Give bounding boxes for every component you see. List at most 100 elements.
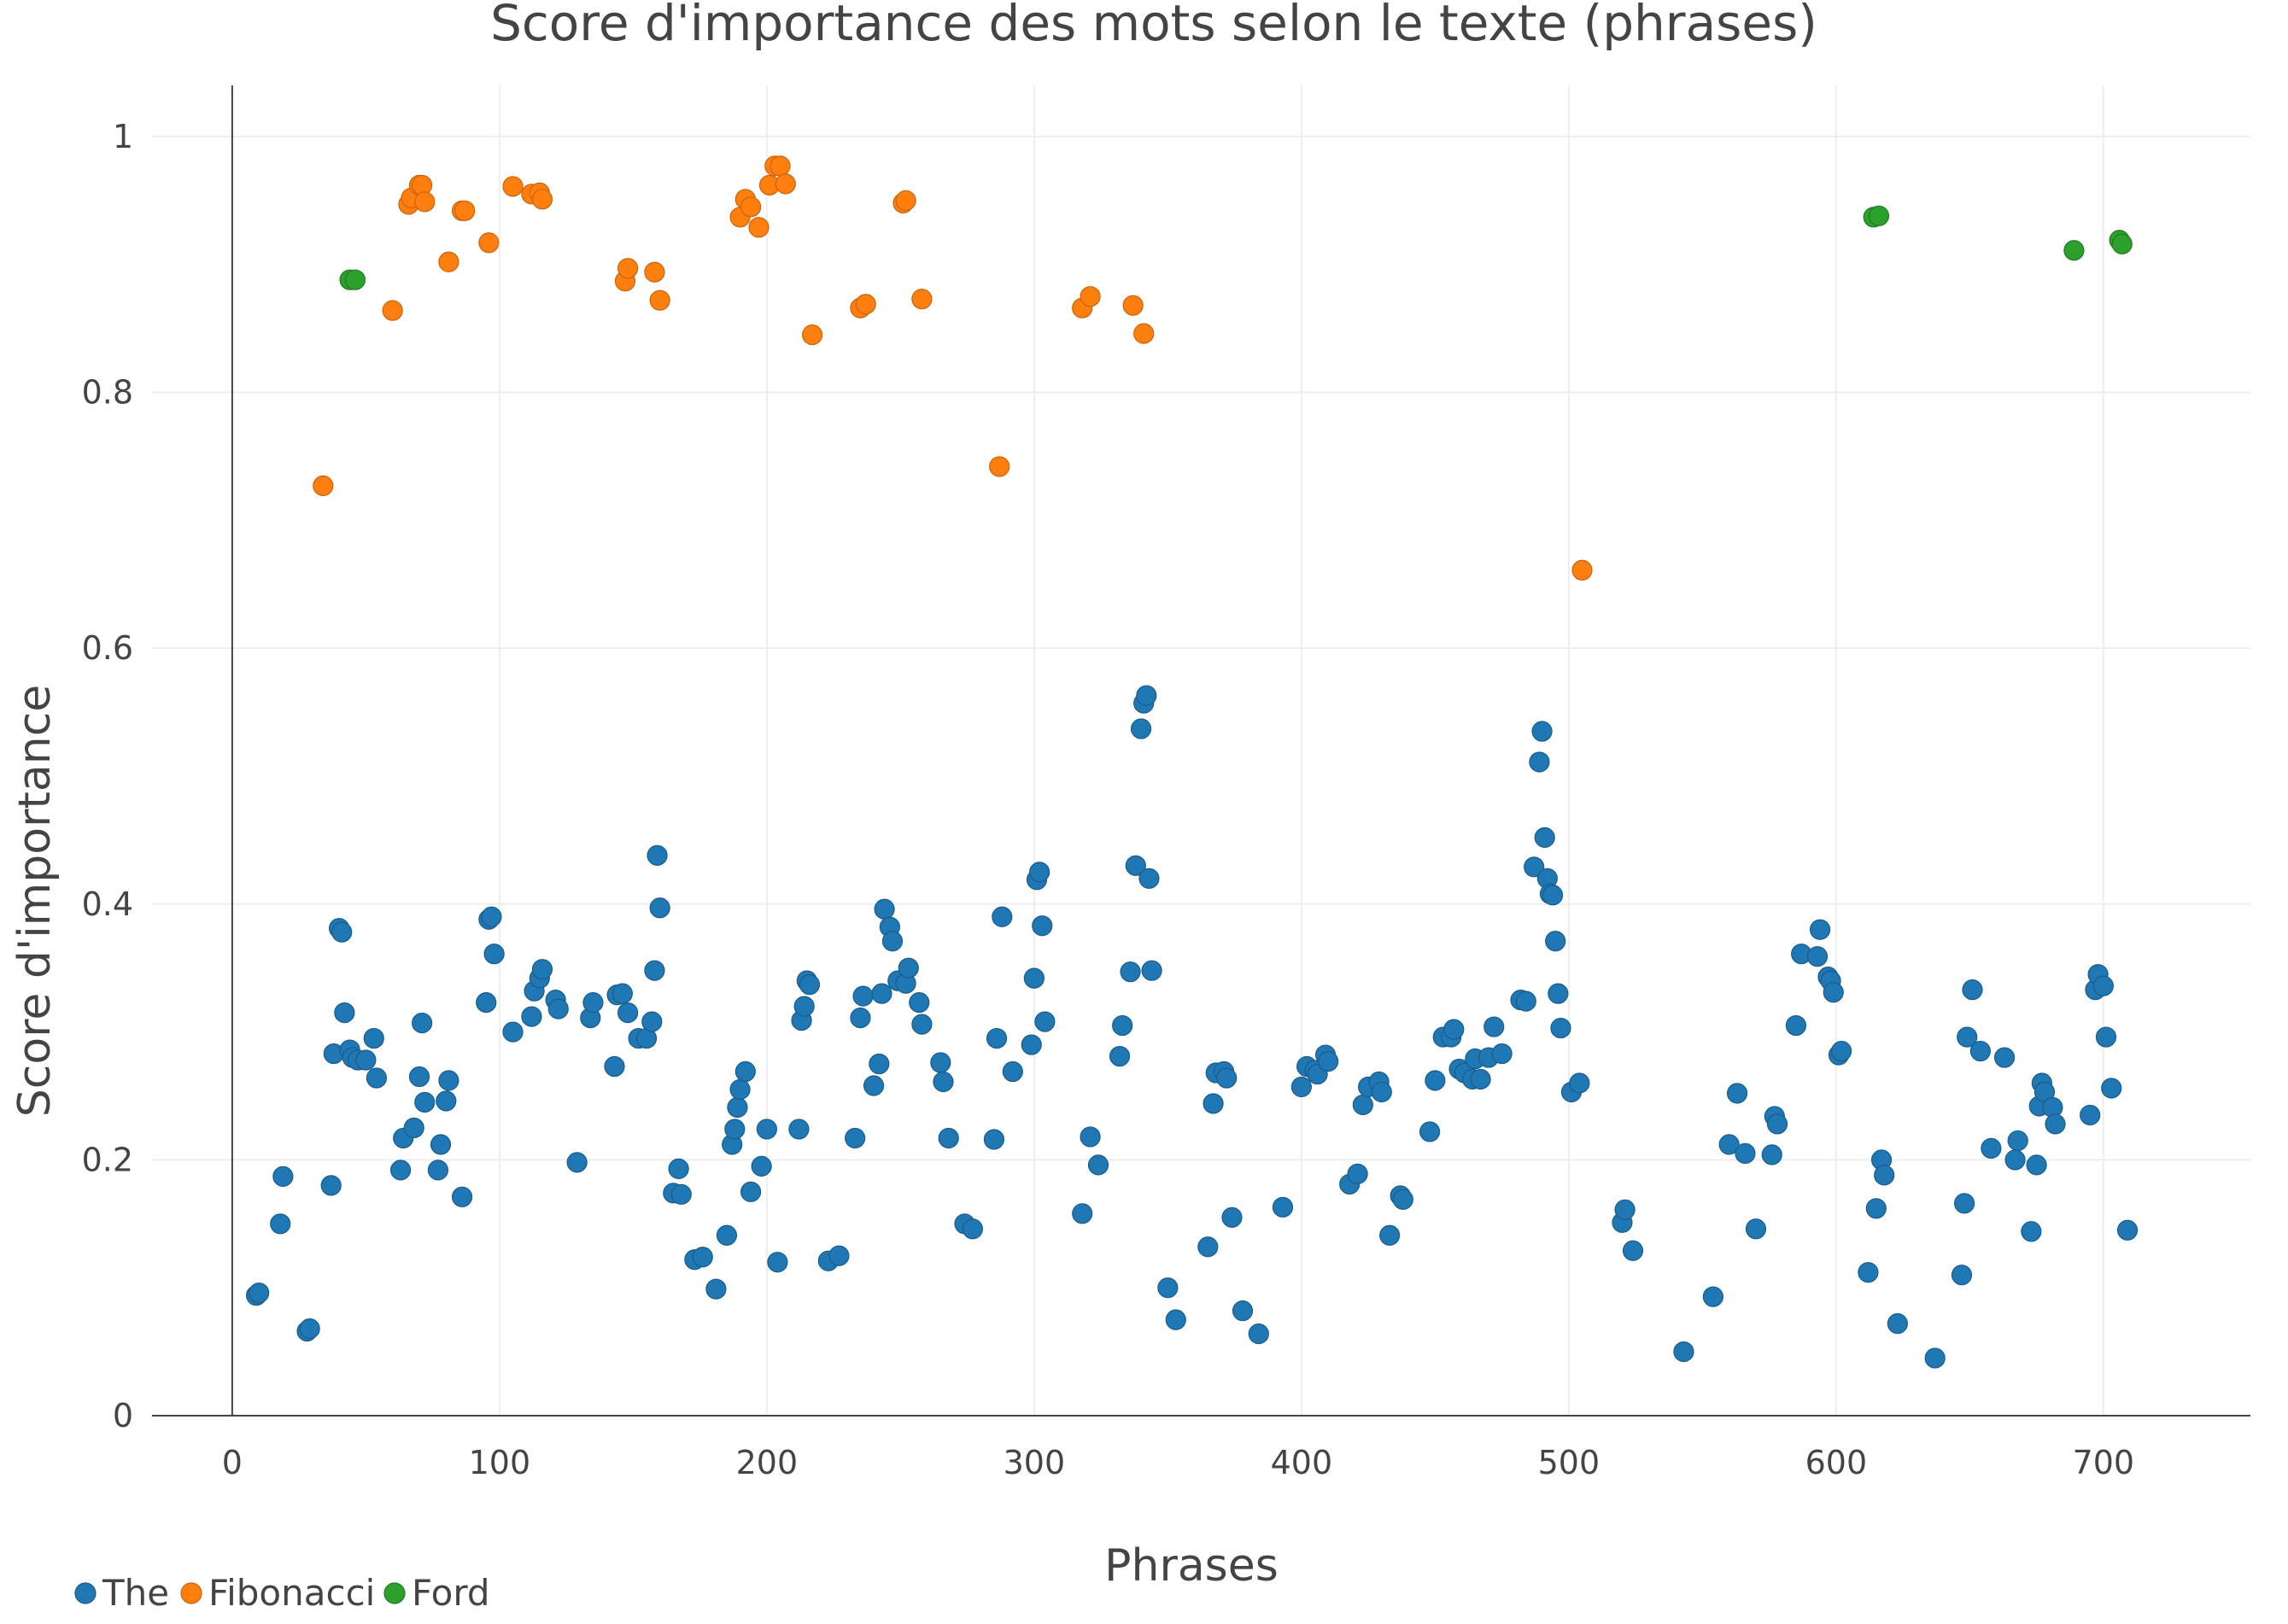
data-point bbox=[502, 176, 524, 197]
data-point bbox=[1141, 960, 1162, 981]
data-point bbox=[909, 992, 930, 1014]
legend-item-fibonacci[interactable]: Fibonacci bbox=[180, 1572, 375, 1614]
data-point bbox=[1470, 1068, 1491, 1090]
data-point bbox=[414, 191, 436, 213]
data-point bbox=[911, 289, 933, 310]
data-point bbox=[895, 190, 916, 211]
data-point bbox=[1548, 983, 1569, 1004]
data-point bbox=[1806, 946, 1829, 967]
data-point bbox=[729, 1078, 751, 1101]
data-point bbox=[1874, 1165, 1895, 1186]
data-point bbox=[1569, 1072, 1590, 1094]
series-fibonacci bbox=[313, 155, 1593, 581]
data-point bbox=[855, 294, 876, 315]
data-point bbox=[705, 1278, 727, 1300]
data-point bbox=[1072, 1203, 1093, 1224]
data-point bbox=[850, 1007, 871, 1029]
legend-marker bbox=[180, 1582, 202, 1604]
legend-item-ford[interactable]: Ford bbox=[383, 1572, 490, 1614]
data-point bbox=[1702, 1286, 1723, 1307]
data-point bbox=[582, 992, 604, 1014]
data-point bbox=[1419, 1121, 1441, 1142]
data-point bbox=[767, 1252, 788, 1273]
data-point bbox=[366, 1067, 388, 1089]
data-point bbox=[1087, 1154, 1109, 1176]
data-point bbox=[2116, 1219, 2139, 1241]
data-point bbox=[1133, 323, 1155, 344]
data-point bbox=[1515, 990, 1536, 1012]
data-point bbox=[1981, 1137, 2002, 1160]
data-point bbox=[403, 1117, 424, 1139]
data-point bbox=[1080, 1126, 1101, 1148]
data-point bbox=[1673, 1341, 1694, 1363]
data-point bbox=[1248, 1323, 1269, 1345]
data-point bbox=[1571, 559, 1593, 581]
data-point bbox=[1203, 1093, 1224, 1114]
data-point bbox=[1614, 1199, 1636, 1220]
x-tick-label: 100 bbox=[469, 1444, 531, 1481]
data-point bbox=[611, 983, 633, 1004]
data-point bbox=[1622, 1240, 1644, 1261]
data-point bbox=[692, 1247, 713, 1268]
data-point bbox=[769, 155, 791, 177]
x-gridlines bbox=[498, 85, 2104, 1416]
data-point bbox=[1491, 1043, 1513, 1065]
data-point bbox=[863, 1075, 885, 1096]
data-point bbox=[344, 269, 366, 290]
data-point bbox=[1318, 1050, 1339, 1072]
data-point bbox=[1165, 1309, 1186, 1330]
data-point bbox=[989, 456, 1010, 477]
data-point bbox=[1785, 1014, 1807, 1037]
data-point bbox=[775, 173, 796, 195]
data-markers bbox=[245, 155, 2139, 1369]
data-point bbox=[930, 1052, 951, 1073]
y-tick-label: 0.6 bbox=[82, 629, 133, 667]
data-point bbox=[874, 898, 895, 920]
data-point bbox=[1272, 1196, 1294, 1218]
data-point bbox=[986, 1027, 1008, 1049]
data-point bbox=[1122, 295, 1144, 316]
legend-label: Fibonacci bbox=[208, 1572, 375, 1614]
data-point bbox=[983, 1129, 1005, 1150]
data-point bbox=[427, 1160, 449, 1181]
data-point bbox=[2026, 1154, 2047, 1176]
data-point bbox=[670, 1183, 692, 1205]
y-tick-label: 0.2 bbox=[82, 1141, 133, 1178]
data-point bbox=[1034, 1011, 1056, 1032]
legend-item-the[interactable]: The bbox=[74, 1572, 169, 1614]
data-point bbox=[408, 1066, 430, 1088]
data-point bbox=[1735, 1142, 1756, 1164]
data-point bbox=[1545, 931, 1566, 952]
data-point bbox=[1021, 1034, 1042, 1055]
data-point bbox=[270, 1213, 291, 1235]
data-point bbox=[828, 1245, 850, 1266]
data-point bbox=[1951, 1265, 1973, 1286]
data-point bbox=[1197, 1236, 1219, 1258]
x-tick-label: 300 bbox=[1004, 1444, 1066, 1481]
data-point bbox=[1002, 1060, 1023, 1083]
data-point bbox=[1392, 1189, 1413, 1210]
series-ford bbox=[339, 205, 2133, 290]
data-point bbox=[898, 957, 919, 978]
data-point bbox=[1029, 862, 1050, 883]
y-gridlines bbox=[152, 135, 2250, 1161]
data-point bbox=[1425, 1070, 1446, 1091]
data-point bbox=[334, 1002, 355, 1024]
data-point bbox=[1524, 856, 1545, 878]
data-point bbox=[436, 1090, 457, 1112]
data-point bbox=[1443, 1019, 1465, 1040]
data-point bbox=[547, 998, 569, 1019]
data-point bbox=[1221, 1206, 1243, 1228]
y-tick-label: 0 bbox=[113, 1397, 133, 1434]
data-point bbox=[1023, 967, 1045, 989]
data-point bbox=[788, 1119, 810, 1140]
y-tick-label: 0.4 bbox=[82, 885, 133, 923]
data-point bbox=[793, 996, 815, 1017]
data-point bbox=[644, 261, 665, 283]
data-point bbox=[1531, 721, 1553, 742]
data-point bbox=[604, 1055, 625, 1078]
data-point bbox=[617, 1002, 639, 1024]
data-point bbox=[716, 1224, 738, 1246]
y-tick-label: 1 bbox=[113, 118, 133, 155]
